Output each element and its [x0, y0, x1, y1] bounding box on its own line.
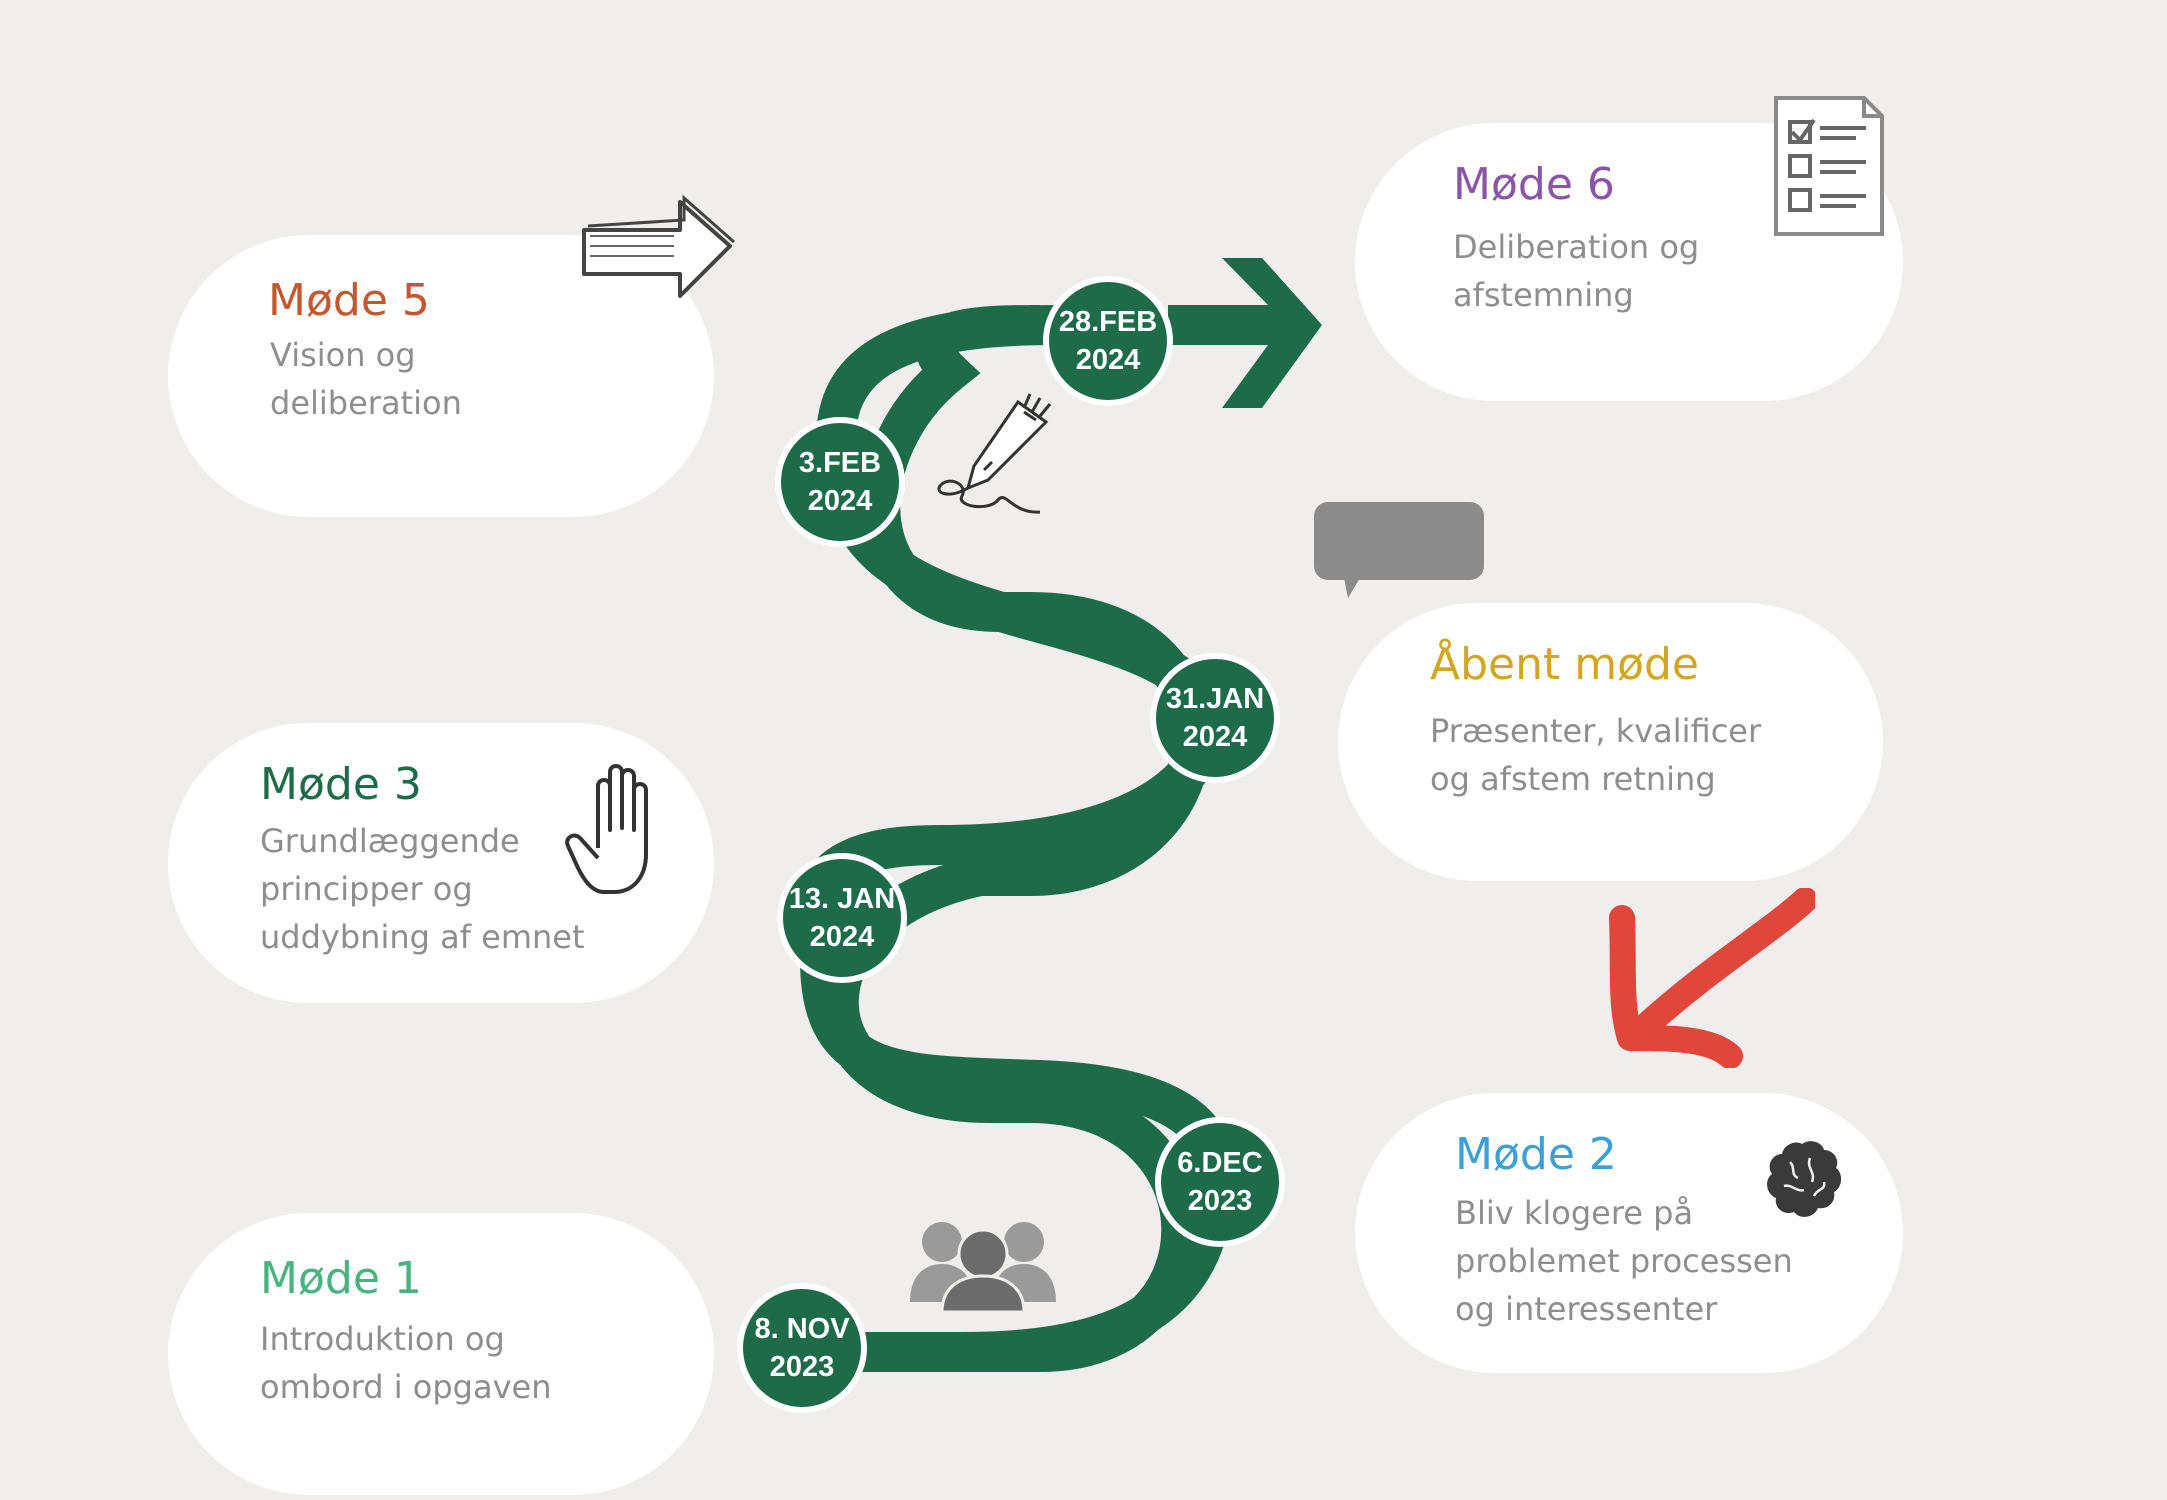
date-label: 8. NOV 2023 [754, 1313, 850, 1383]
card-mode-1: Møde 1 Introduktion og ombord i opgaven [168, 1213, 714, 1495]
date-node-6-dec-2023: 6.DEC 2023 [1155, 1117, 1285, 1247]
card-title: Åbent møde [1430, 639, 1700, 690]
card-title: Møde 1 [260, 1253, 422, 1304]
card-description: Deliberation og afstemning [1453, 228, 1700, 314]
date-label: 3.FEB 2024 [798, 447, 882, 517]
date-label: 6.DEC 2023 [1177, 1147, 1263, 1217]
date-node-28-feb-2024: 28.FEB 2024 [1043, 276, 1173, 406]
checklist-icon [1774, 96, 1884, 236]
card-description: Vision og deliberation [270, 336, 462, 422]
date-node-3-feb-2024: 3.FEB 2024 [775, 417, 905, 547]
date-label: 13. JAN 2024 [788, 883, 896, 953]
people-group-icon [910, 1222, 1056, 1312]
card-title: Møde 5 [268, 275, 430, 326]
card-mode-2: Møde 2 Bliv klogere på problemet process… [1355, 1093, 1903, 1373]
card-aabent-mode: Åbent møde Præsenter, kvalificer og afst… [1338, 603, 1883, 881]
card-description: Introduktion og ombord i opgaven [260, 1320, 552, 1406]
red-arrow-icon [1609, 888, 1815, 1068]
card-description: Grundlæggende principper og uddybning af… [260, 822, 585, 956]
card-title: Møde 2 [1455, 1129, 1617, 1180]
date-node-31-jan-2024: 31.JAN 2024 [1150, 653, 1280, 783]
outline-arrow-icon [582, 194, 735, 298]
road-path [803, 305, 1212, 1372]
card-description: Præsenter, kvalificer og afstem retning [1430, 712, 1762, 798]
date-label: 28.FEB 2024 [1058, 306, 1158, 376]
date-node-13-jan-2024: 13. JAN 2024 [777, 853, 907, 983]
card-mode-3: Møde 3 Grundlæggende principper og uddyb… [168, 723, 714, 1003]
card-title: Møde 3 [260, 759, 422, 810]
card-mode-5: Møde 5 Vision og deliberation [168, 235, 714, 517]
card-title: Møde 6 [1453, 159, 1615, 210]
date-label: 31.JAN 2024 [1165, 683, 1265, 753]
date-node-8-nov-2023: 8. NOV 2023 [737, 1283, 867, 1413]
fountain-pen-signature-icon [937, 393, 1052, 514]
hand-icon [565, 764, 648, 894]
brain-icon [1767, 1141, 1842, 1217]
road-end-arrow-icon [1222, 258, 1322, 408]
card-description: Bliv klogere på problemet processen og i… [1455, 1194, 1793, 1328]
speech-bubble-icon [1314, 502, 1484, 598]
